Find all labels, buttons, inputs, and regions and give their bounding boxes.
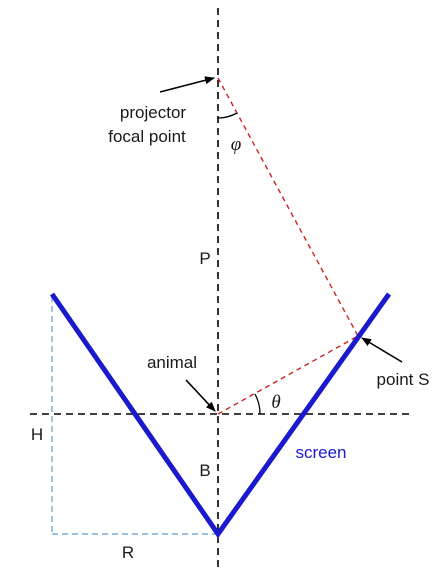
theta-angle-arc	[254, 393, 261, 415]
screen-profile	[49, 292, 392, 539]
phi-angle-arc	[217, 112, 238, 119]
projector-label-line2: focal point	[108, 127, 186, 146]
projector-ray	[217, 77, 359, 337]
screen-label: screen	[295, 443, 346, 462]
theta-label: θ	[271, 392, 280, 413]
animal-label: animal	[147, 353, 197, 372]
point-s-arrow	[361, 337, 403, 363]
h-label: H	[31, 425, 43, 444]
phi-label: φ	[231, 134, 242, 155]
projector-label-line1: projector	[120, 103, 186, 122]
r-label: R	[122, 543, 134, 562]
p-label: P	[199, 249, 210, 268]
animal-ray	[217, 335, 359, 415]
animal-arrow	[185, 379, 216, 412]
b-label: B	[199, 461, 210, 480]
point-s-label: point S	[377, 370, 430, 389]
projector-arrow	[159, 76, 215, 93]
